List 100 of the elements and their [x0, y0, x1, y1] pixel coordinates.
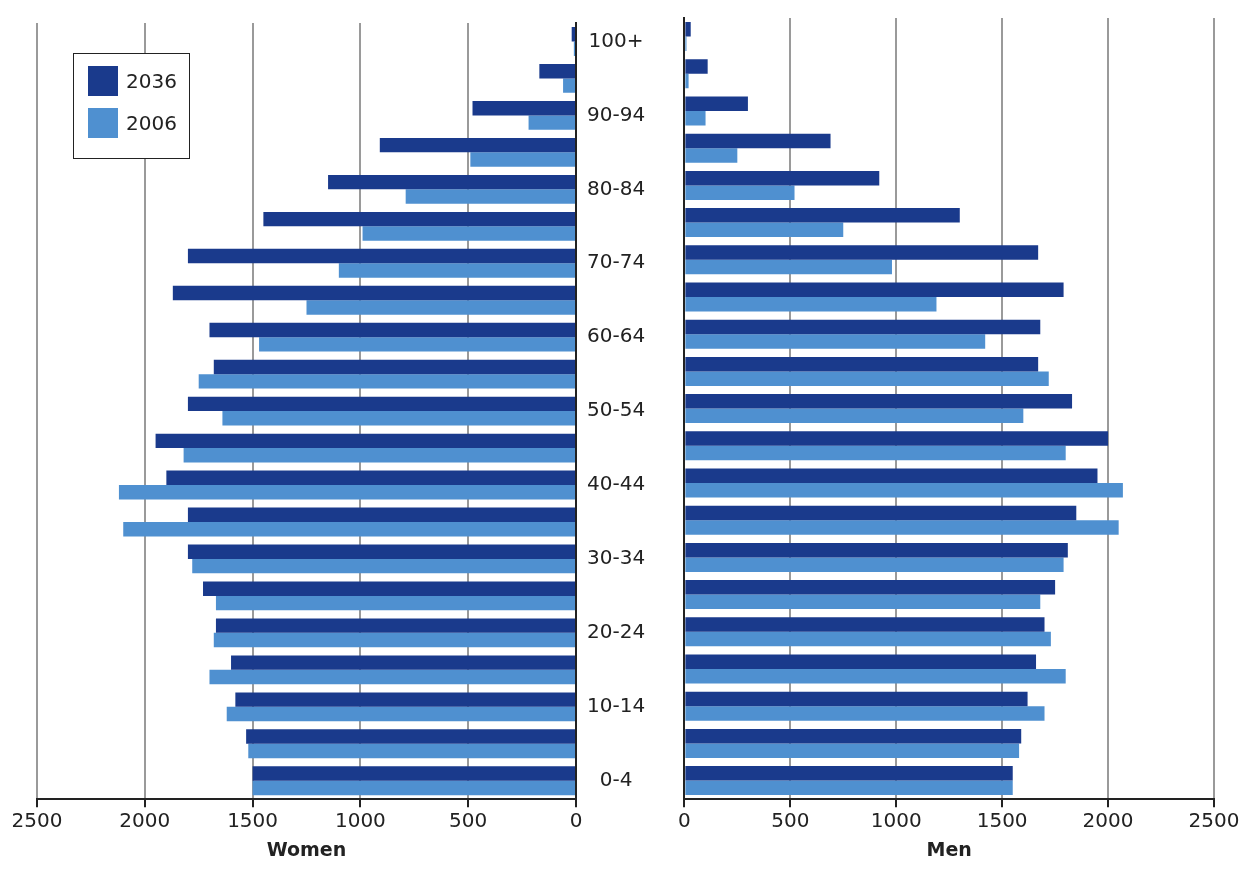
x-tick-label: 1000	[870, 808, 922, 833]
bar	[172, 285, 575, 301]
bar	[685, 356, 1039, 372]
bar	[209, 669, 575, 685]
bar	[685, 371, 1049, 386]
bar	[470, 152, 575, 167]
y-tick-label: 10-14	[587, 693, 646, 717]
bar	[248, 743, 575, 759]
bar	[685, 222, 844, 238]
y-tick-label: 100+	[588, 27, 644, 52]
bar	[685, 617, 1045, 632]
bar	[187, 544, 575, 559]
bar	[685, 580, 1056, 595]
bar	[685, 297, 937, 312]
x-tick-label: 2000	[1082, 808, 1134, 833]
bar	[685, 22, 691, 37]
bar	[685, 319, 1041, 335]
bar	[213, 359, 575, 375]
bar	[192, 558, 575, 574]
bar	[685, 483, 1123, 498]
bar	[231, 655, 575, 670]
bar	[685, 185, 795, 200]
bar	[685, 148, 738, 163]
bar	[685, 334, 986, 349]
x-tick-label: 500	[449, 808, 488, 833]
bar	[685, 170, 880, 186]
bar	[685, 208, 960, 223]
bar	[252, 780, 575, 796]
bar	[379, 137, 575, 153]
bar	[226, 706, 575, 722]
bar	[123, 521, 575, 537]
bar	[685, 259, 892, 275]
bar	[563, 78, 575, 93]
bar	[209, 322, 575, 338]
legend-label: 2006	[126, 111, 177, 135]
bar	[539, 64, 575, 79]
bar	[685, 133, 831, 149]
x-tick-label: 2500	[11, 808, 63, 833]
bar	[235, 692, 575, 707]
bar	[263, 211, 575, 227]
bar	[306, 300, 575, 315]
bar	[215, 618, 575, 633]
bar	[685, 691, 1028, 707]
bar	[213, 632, 575, 648]
x-tick-label: 2500	[1188, 808, 1240, 833]
bar	[246, 729, 575, 744]
bar	[685, 631, 1051, 647]
x-tick-label: 500	[771, 808, 810, 833]
bar	[685, 468, 1098, 483]
x-tick-label: 0	[678, 808, 691, 833]
bar	[685, 282, 1064, 297]
bar	[685, 594, 1041, 610]
bar	[187, 248, 575, 264]
bar	[528, 115, 575, 130]
bar	[215, 595, 575, 611]
bar	[685, 408, 1024, 424]
x-tick-label: 1500	[976, 808, 1028, 833]
bar	[183, 448, 575, 463]
bar	[187, 507, 575, 522]
y-tick-label: 60-64	[587, 323, 646, 348]
bar	[338, 263, 575, 278]
bar	[685, 394, 1073, 409]
bar	[252, 766, 575, 781]
bar	[187, 396, 575, 412]
y-tick-label: 50-54	[587, 397, 646, 422]
legend-label: 2036	[126, 69, 177, 93]
bar	[685, 445, 1066, 461]
bar	[118, 485, 575, 500]
y-tick-label: 70-74	[587, 249, 646, 274]
bar	[685, 505, 1077, 521]
y-tick-label: 80-84	[587, 175, 646, 200]
bar	[685, 73, 689, 89]
x-axis-title: Women	[266, 837, 347, 860]
y-tick-label: 90-94	[587, 101, 646, 126]
bar	[685, 542, 1068, 558]
bar	[685, 520, 1119, 535]
x-tick-label: 2000	[119, 808, 171, 833]
bar	[685, 766, 1013, 781]
x-tick-label: 1500	[227, 808, 279, 833]
bar	[362, 226, 575, 241]
bar	[685, 59, 708, 74]
x-tick-label: 0	[569, 808, 583, 833]
y-tick-label: 30-34	[587, 545, 646, 570]
bar	[685, 111, 706, 126]
bar	[685, 654, 1037, 669]
y-tick-label: 0-4	[599, 766, 633, 791]
bar	[685, 96, 748, 111]
bar	[166, 470, 575, 486]
y-tick-label: 20-24	[587, 619, 646, 644]
bar	[685, 706, 1045, 721]
bar	[328, 174, 575, 190]
bar	[203, 581, 575, 596]
bar	[685, 780, 1013, 796]
bar	[155, 433, 575, 449]
bar	[198, 374, 575, 389]
bar	[685, 669, 1066, 684]
bar	[685, 743, 1020, 758]
bar	[472, 100, 575, 116]
x-axis-title: Men	[926, 837, 972, 860]
bar	[685, 431, 1109, 446]
